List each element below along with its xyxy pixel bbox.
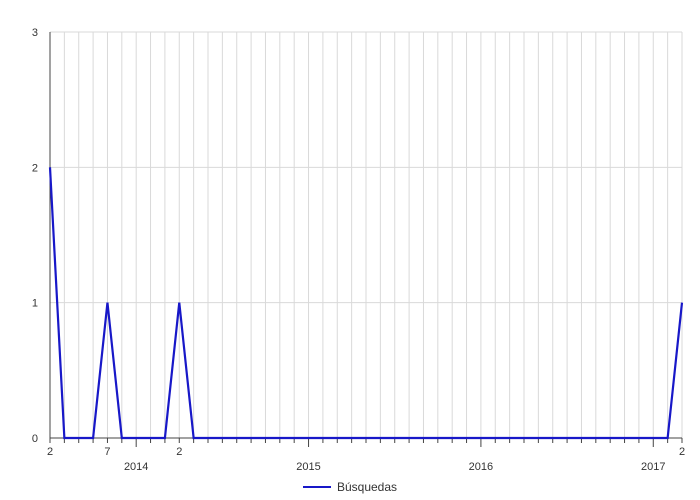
legend-item: Búsquedas (303, 480, 397, 494)
svg-text:2: 2 (47, 446, 53, 458)
svg-text:7: 7 (104, 446, 110, 458)
legend: Búsquedas (0, 477, 700, 494)
svg-text:2: 2 (32, 162, 38, 174)
legend-label: Búsquedas (337, 480, 397, 494)
svg-text:2016: 2016 (469, 461, 493, 473)
plot-area: 0 1 2 3 2014 2015 2016 2017 2 7 2 2 (0, 0, 700, 500)
svg-text:1: 1 (32, 298, 38, 310)
svg-text:3: 3 (32, 27, 38, 39)
svg-text:2: 2 (679, 446, 685, 458)
line-chart: Búsquedas 2024 de CHICAGO CANDY COMPANY … (0, 0, 700, 500)
svg-text:2015: 2015 (296, 461, 320, 473)
svg-text:0: 0 (32, 433, 38, 445)
legend-swatch (303, 486, 331, 488)
svg-text:2: 2 (176, 446, 182, 458)
svg-text:2014: 2014 (124, 461, 148, 473)
svg-text:2017: 2017 (641, 461, 665, 473)
